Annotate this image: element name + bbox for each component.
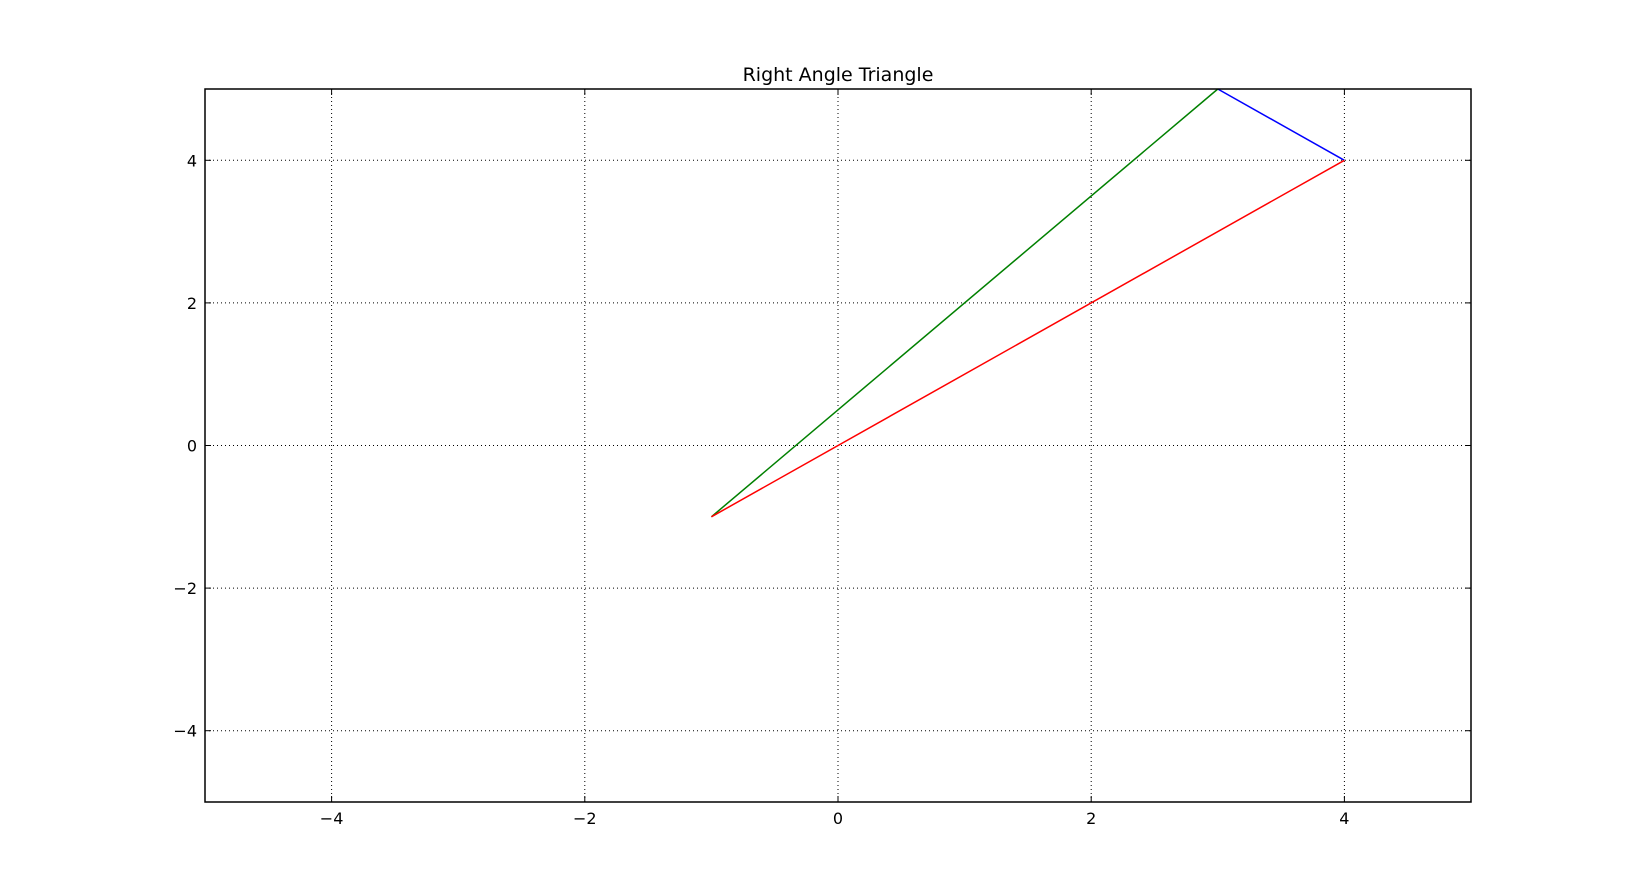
y-tick-label: 0 (187, 437, 197, 456)
y-tick-label: 2 (187, 294, 197, 313)
series-line-blue-segment (1217, 88, 1345, 161)
y-tick-label: 4 (187, 151, 197, 170)
x-tick-label: 4 (1339, 809, 1349, 828)
x-axis-ticks: −4 −2 0 2 4 (320, 89, 1349, 828)
x-tick-label: −4 (320, 809, 344, 828)
x-tick-label: 2 (1086, 809, 1096, 828)
series-lines (710, 88, 1345, 518)
series-line-red-segment (711, 159, 1345, 518)
x-tick-label: −2 (573, 809, 597, 828)
y-axis-ticks: −4 −2 0 2 4 (173, 151, 1471, 741)
x-tick-label: 0 (833, 809, 843, 828)
series-line-green-segment (710, 88, 1219, 518)
y-tick-label: −4 (173, 722, 197, 741)
y-tick-label: −2 (173, 579, 197, 598)
chart-title: Right Angle Triangle (743, 64, 934, 86)
